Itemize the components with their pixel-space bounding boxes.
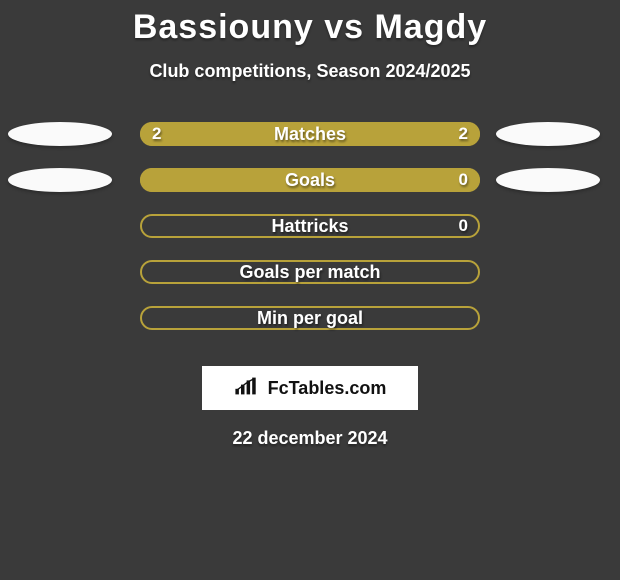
stat-bar bbox=[140, 306, 480, 330]
player-oval-right bbox=[496, 122, 600, 146]
player-oval-right bbox=[496, 168, 600, 192]
bars-icon bbox=[234, 376, 262, 401]
stat-bar bbox=[140, 260, 480, 284]
page-title: Bassiouny vs Magdy bbox=[0, 0, 620, 47]
stat-row: Min per goal bbox=[0, 306, 620, 352]
brand-badge: FcTables.com bbox=[202, 366, 418, 410]
bar-fill-right bbox=[310, 122, 480, 146]
stat-row: Goals per match bbox=[0, 260, 620, 306]
stat-bar bbox=[140, 168, 480, 192]
stat-rows: Matches22Goals0Hattricks0Goals per match… bbox=[0, 122, 620, 352]
bar-fill-left bbox=[140, 122, 310, 146]
comparison-infographic: Bassiouny vs Magdy Club competitions, Se… bbox=[0, 0, 620, 580]
stat-row: Goals0 bbox=[0, 168, 620, 214]
stat-bar bbox=[140, 122, 480, 146]
subtitle: Club competitions, Season 2024/2025 bbox=[0, 61, 620, 82]
stat-bar bbox=[140, 214, 480, 238]
player-oval-left bbox=[8, 122, 112, 146]
stat-row: Hattricks0 bbox=[0, 214, 620, 260]
date-text: 22 december 2024 bbox=[0, 428, 620, 449]
bar-fill-left bbox=[140, 168, 480, 192]
player-oval-left bbox=[8, 168, 112, 192]
stat-row: Matches22 bbox=[0, 122, 620, 168]
brand-text: FcTables.com bbox=[268, 378, 387, 399]
